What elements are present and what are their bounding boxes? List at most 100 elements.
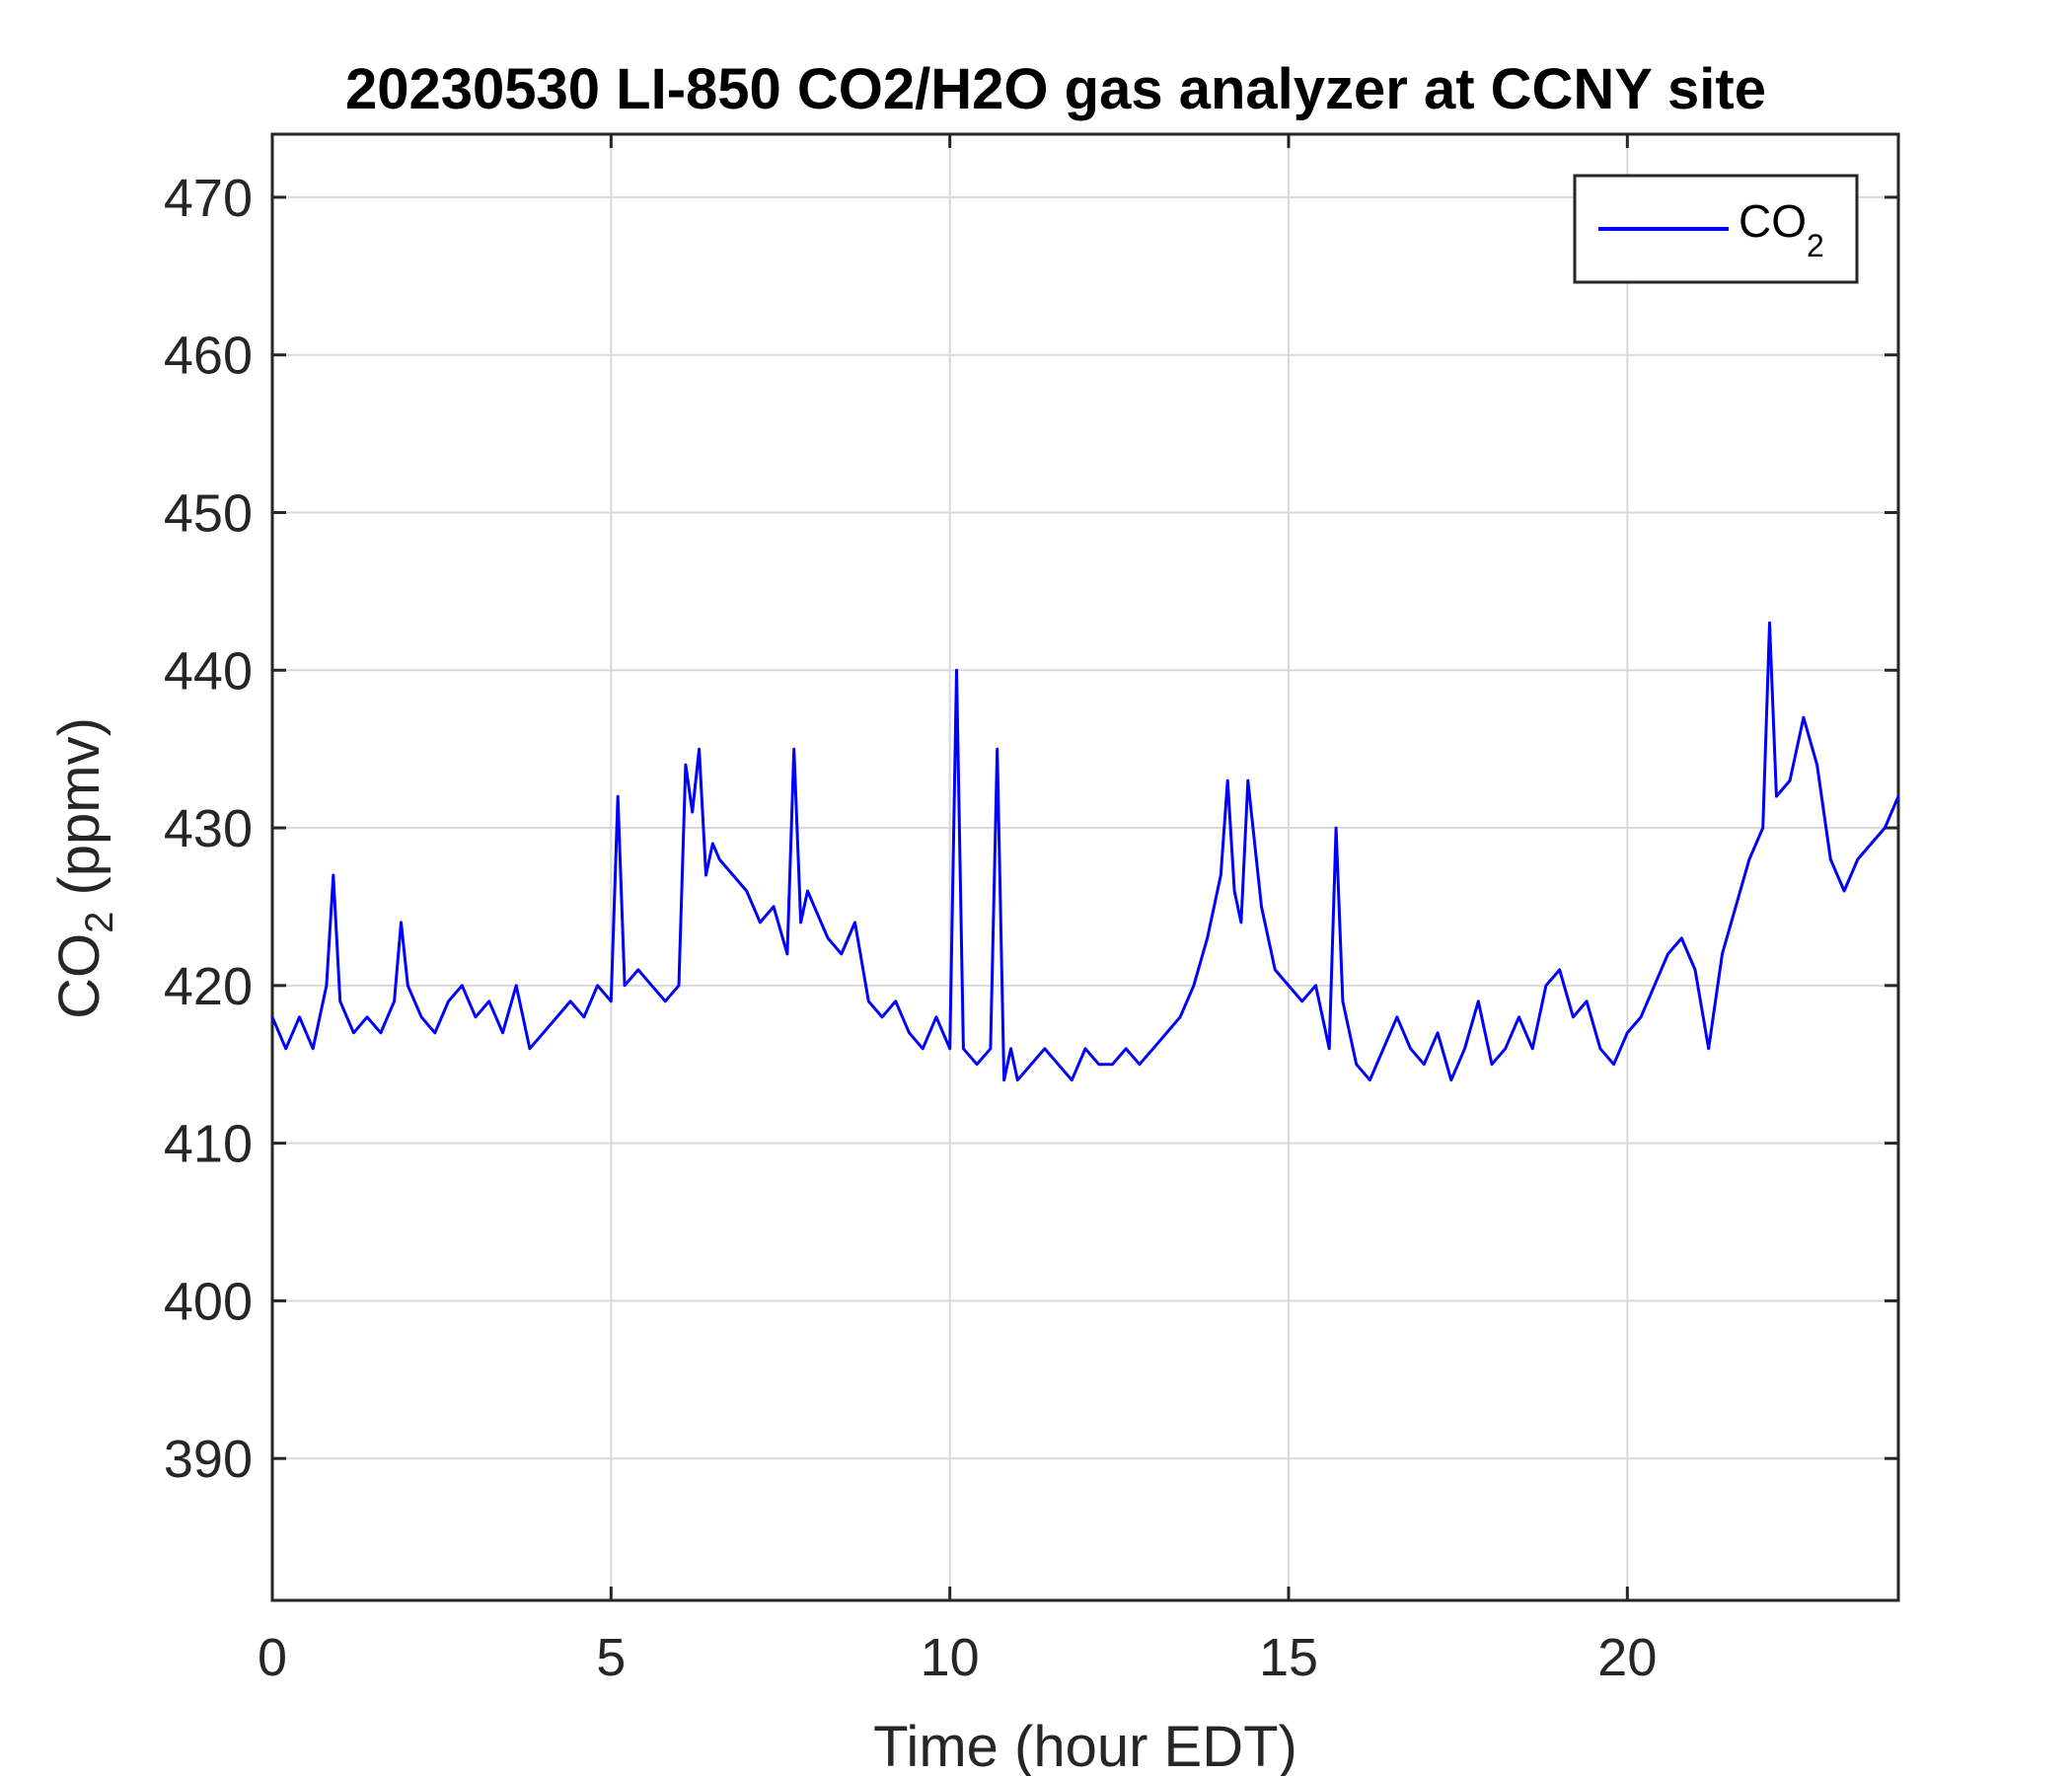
co2-data-point xyxy=(1314,985,1317,987)
co2-data-point xyxy=(922,1048,924,1050)
co2-data-point xyxy=(1335,827,1337,829)
co2-data-point xyxy=(1654,985,1656,987)
co2-data-point xyxy=(1803,716,1805,718)
co2-data-point xyxy=(610,1000,613,1002)
axis-ticks: 0 5 10 15 20 390 400 410 420 430 440 450 460 470 xyxy=(164,134,1898,1687)
co2-data-point xyxy=(827,937,829,939)
co2-data-point xyxy=(393,1000,396,1002)
co2-data-point xyxy=(1233,890,1235,892)
co2-data-point xyxy=(799,922,802,924)
x-axis-label: Time (hour EDT) xyxy=(873,1715,1297,1776)
co2-data-point xyxy=(745,890,748,892)
chart-title: 20230530 LI-850 CO2/H2O gas analyzer at … xyxy=(345,57,1766,121)
co2-data-point xyxy=(1300,1000,1303,1002)
co2-data-point xyxy=(284,1048,287,1050)
co2-data-point xyxy=(948,1048,951,1050)
co2-data-point xyxy=(1009,1048,1012,1050)
co2-data-point xyxy=(1680,937,1683,939)
co2-data-point xyxy=(786,953,788,955)
co2-data-point xyxy=(569,1000,571,1002)
co2-data-point xyxy=(1044,1048,1046,1050)
co2-data-point xyxy=(1666,953,1669,955)
co2-data-point xyxy=(596,985,599,987)
co2-data-point xyxy=(1761,827,1764,829)
co2-data-point xyxy=(685,764,687,766)
co2-data-point xyxy=(1409,1048,1412,1050)
grid-lines xyxy=(271,134,1898,1600)
co2-data-point xyxy=(1355,1063,1358,1066)
co2-data-point xyxy=(1612,1063,1615,1066)
co2-data-point xyxy=(333,874,334,876)
co2-data-point xyxy=(555,1016,558,1018)
y-tick-label: 390 xyxy=(164,1430,253,1489)
co2-data-point xyxy=(1179,1016,1181,1018)
co2-data-point xyxy=(1016,1078,1019,1081)
x-tick-label: 0 xyxy=(258,1628,287,1687)
co2-data-point xyxy=(1884,827,1887,829)
co2-data-point xyxy=(990,1048,992,1050)
co2-data-point xyxy=(1504,1048,1507,1050)
co2-data-point xyxy=(326,985,328,987)
co2-data-point xyxy=(1626,1032,1629,1034)
co2-data-point xyxy=(1735,906,1737,908)
co2-data-point xyxy=(1125,1048,1127,1050)
co2-data-point xyxy=(515,985,517,987)
co2-data-point xyxy=(908,1032,911,1034)
co2-data-point xyxy=(1450,1078,1452,1081)
co2-data-point xyxy=(1640,1016,1642,1018)
co2-data-point xyxy=(1226,779,1228,781)
legend-label: CO2 xyxy=(1739,195,1824,263)
co2-data-point xyxy=(841,953,843,955)
co2-data-point xyxy=(352,1032,355,1034)
co2-data-point xyxy=(759,922,762,924)
co2-data-point xyxy=(400,922,403,924)
co2-data-point xyxy=(1870,843,1873,845)
co2-data-point xyxy=(338,1000,341,1002)
y-tick-label: 470 xyxy=(164,169,253,228)
co2-data-point xyxy=(1240,922,1242,924)
y-tick-label: 400 xyxy=(164,1272,253,1331)
co2-data-point xyxy=(1897,795,1899,797)
co2-data-point xyxy=(1437,1032,1439,1034)
co2-data-point xyxy=(976,1063,978,1066)
co2-data-point xyxy=(1463,1048,1466,1050)
y-tick-label: 410 xyxy=(164,1115,253,1174)
co2-data-point xyxy=(366,1016,368,1018)
co2-data-point xyxy=(1220,874,1222,876)
co2-data-point xyxy=(637,969,639,971)
co2-data-point xyxy=(420,1016,422,1018)
co2-data-point xyxy=(475,1016,477,1018)
co2-data-point xyxy=(650,985,653,987)
x-tick-label: 20 xyxy=(1597,1628,1657,1687)
y-axis-label-subscript: 2 xyxy=(78,912,121,933)
co2-data-point xyxy=(813,906,816,908)
co2-data-point xyxy=(1829,858,1832,860)
y-tick-label: 430 xyxy=(164,799,253,858)
co2-data-point xyxy=(867,1000,870,1002)
co2-data-point xyxy=(271,1016,273,1018)
plot-area-frame xyxy=(270,132,1900,1602)
co2-data-point xyxy=(732,874,734,876)
co2-data-point xyxy=(380,1032,382,1034)
co2-data-point xyxy=(1843,890,1845,892)
co2-data-point xyxy=(583,1016,585,1018)
co2-data-point xyxy=(1517,1016,1520,1018)
co2-data-point xyxy=(1396,1016,1398,1018)
y-tick-label: 420 xyxy=(164,957,253,1016)
co2-data-point xyxy=(1111,1063,1114,1066)
co2-data-point xyxy=(1694,969,1696,971)
y-axis-label: CO2 (ppmv) xyxy=(47,717,121,1019)
co2-data-point xyxy=(1084,1048,1086,1050)
co2-data-point xyxy=(1139,1063,1141,1066)
co2-data-point xyxy=(935,1016,937,1018)
co2-data-point xyxy=(542,1032,545,1034)
co2-data-point xyxy=(529,1048,531,1050)
co2-data-point xyxy=(1030,1063,1032,1066)
co2-data-point xyxy=(1057,1063,1060,1066)
co2-data-point xyxy=(1775,795,1778,797)
co2-data-point xyxy=(1002,1078,1005,1081)
co2-data-point xyxy=(1748,858,1750,860)
co2-data-point xyxy=(298,1016,301,1018)
